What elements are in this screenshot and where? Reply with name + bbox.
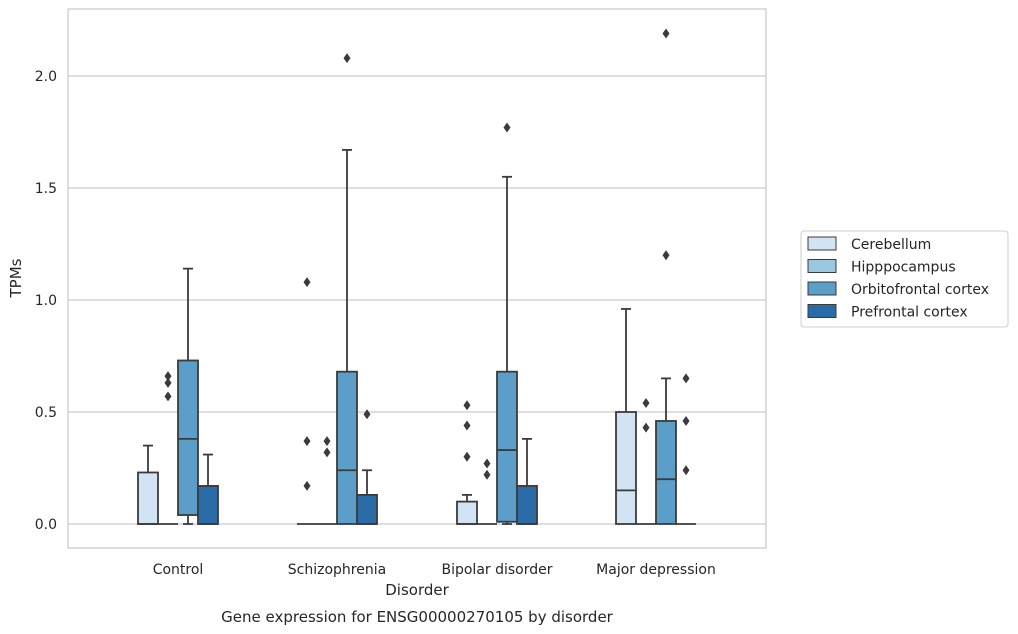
outlier-point bbox=[483, 458, 491, 469]
y-tick-labels: 0.0 0.5 1.0 1.5 2.0 bbox=[35, 69, 57, 533]
outlier-point bbox=[463, 420, 471, 431]
outlier-point bbox=[503, 122, 511, 133]
box-hipppocampus bbox=[317, 436, 337, 525]
legend-label: Cerebellum bbox=[851, 237, 931, 253]
x-tick-labels: Control Schizophrenia Bipolar disorder Majo… bbox=[153, 562, 716, 578]
outlier-point bbox=[642, 422, 650, 433]
box-cerebellum bbox=[456, 400, 478, 525]
outlier-point bbox=[662, 250, 670, 261]
outlier-point bbox=[303, 277, 311, 288]
x-tick-label: Schizophrenia bbox=[288, 562, 386, 578]
outlier-point bbox=[323, 447, 331, 458]
legend-swatch bbox=[807, 304, 837, 318]
box-prefrontal-cortex bbox=[676, 373, 696, 525]
legend-swatch bbox=[807, 259, 837, 273]
y-tick-label: 0.0 bbox=[35, 517, 57, 533]
box-iqr bbox=[356, 493, 378, 525]
box-prefrontal-cortex bbox=[197, 453, 219, 525]
box-iqr bbox=[615, 411, 637, 525]
legend-frame bbox=[800, 230, 1009, 328]
outlier-point bbox=[323, 436, 331, 447]
outlier-point bbox=[164, 377, 172, 388]
box-prefrontal-cortex bbox=[516, 437, 538, 525]
box-orbitofrontal-cortex bbox=[655, 28, 677, 525]
outlier-point bbox=[164, 371, 172, 382]
chart-caption: Gene expression for ENSG00000270105 by d… bbox=[221, 608, 614, 626]
y-tick-label: 1.0 bbox=[35, 293, 57, 309]
box-iqr bbox=[456, 500, 478, 525]
box-series-group bbox=[137, 28, 696, 525]
legend-label: Hipppocampus bbox=[851, 260, 956, 276]
box-cerebellum bbox=[137, 444, 159, 525]
box-iqr bbox=[197, 485, 219, 525]
outlier-point bbox=[463, 400, 471, 411]
x-axis-label: Disorder bbox=[385, 581, 449, 599]
outlier-point bbox=[682, 373, 690, 384]
x-tick-label: Control bbox=[153, 562, 204, 578]
y-tick-label: 1.5 bbox=[35, 181, 57, 197]
box-iqr bbox=[336, 370, 358, 525]
outlier-point bbox=[682, 465, 690, 476]
legend-swatch bbox=[807, 236, 837, 251]
box-cerebellum bbox=[615, 308, 637, 525]
box-iqr bbox=[516, 485, 538, 525]
plot-frame bbox=[67, 8, 767, 549]
box-iqr bbox=[655, 420, 677, 525]
y-axis-label: TPMs bbox=[7, 258, 25, 298]
box-orbitofrontal-cortex bbox=[177, 267, 199, 525]
outlier-point bbox=[303, 436, 311, 447]
x-tick-label: Major depression bbox=[596, 562, 716, 578]
outlier-point bbox=[164, 391, 172, 402]
legend-label: Orbitofrontal cortex bbox=[851, 282, 989, 298]
box-cerebellum bbox=[297, 277, 317, 525]
outlier-point bbox=[463, 451, 471, 462]
box-hipppocampus bbox=[158, 371, 178, 525]
box-iqr bbox=[137, 471, 159, 525]
legend: Cerebellum Hipppocampus Orbitofrontal cort… bbox=[800, 230, 1009, 328]
box-hipppocampus bbox=[477, 458, 497, 525]
outlier-point bbox=[662, 28, 670, 39]
outlier-point bbox=[343, 53, 351, 64]
outlier-point bbox=[303, 480, 311, 491]
outlier-point bbox=[682, 415, 690, 426]
box-hipppocampus bbox=[636, 398, 656, 525]
legend-label: Prefrontal cortex bbox=[851, 305, 968, 321]
box-iqr bbox=[177, 359, 199, 516]
y-tick-label: 0.5 bbox=[35, 405, 57, 421]
x-tick-label: Bipolar disorder bbox=[441, 562, 552, 578]
box-iqr bbox=[496, 370, 518, 523]
outlier-point bbox=[363, 409, 371, 420]
box-prefrontal-cortex bbox=[356, 409, 378, 525]
legend-swatch bbox=[807, 281, 837, 296]
box-orbitofrontal-cortex bbox=[336, 53, 358, 525]
y-tick-label: 2.0 bbox=[35, 69, 57, 85]
box-orbitofrontal-cortex bbox=[496, 122, 518, 525]
outlier-point bbox=[483, 469, 491, 480]
outlier-point bbox=[642, 398, 650, 409]
